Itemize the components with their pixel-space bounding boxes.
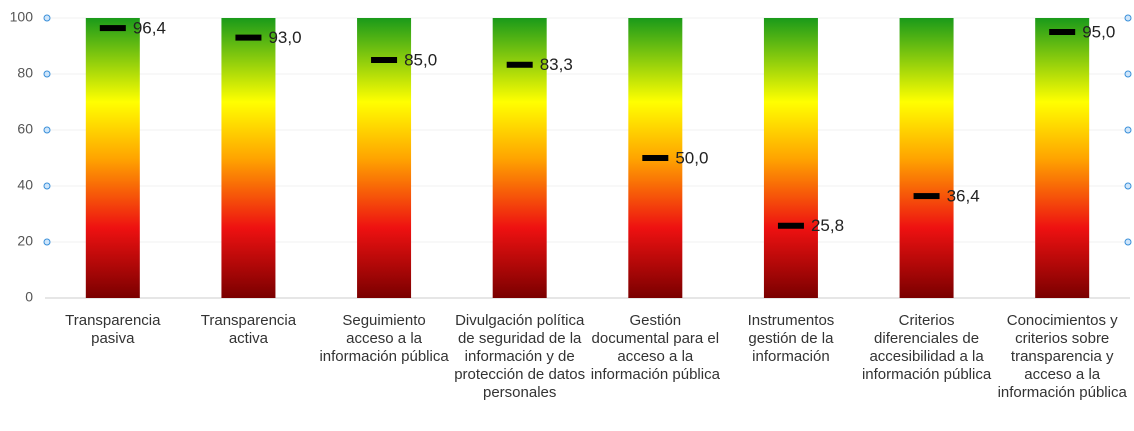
x-tick-label: Transparencia activa bbox=[200, 312, 297, 347]
y-tick-label: 80 bbox=[17, 65, 33, 81]
scale-bar bbox=[1035, 18, 1090, 298]
axis-dot bbox=[1124, 182, 1132, 190]
axis-dot bbox=[1124, 238, 1132, 246]
value-marker bbox=[506, 61, 533, 68]
axis-dot bbox=[43, 70, 51, 78]
x-tick-label: Divulgación política de seguridad de la … bbox=[454, 312, 586, 401]
value-marker bbox=[642, 155, 669, 161]
scale-bar bbox=[221, 18, 276, 298]
value-label: 25,8 bbox=[811, 216, 844, 235]
axis-dot bbox=[43, 126, 51, 134]
y-tick-label: 40 bbox=[17, 177, 33, 193]
value-marker bbox=[235, 34, 262, 41]
axis-dot bbox=[1124, 70, 1132, 78]
x-tick-label: Conocimientos y criterios sobre transpar… bbox=[997, 312, 1127, 401]
axis-dot bbox=[43, 14, 51, 22]
value-label: 96,4 bbox=[133, 19, 166, 38]
axis-dot bbox=[1124, 126, 1132, 134]
value-marker bbox=[99, 25, 126, 32]
scale-bar bbox=[899, 18, 954, 298]
y-tick-label: 0 bbox=[25, 289, 33, 305]
value-marker bbox=[913, 193, 940, 200]
x-tick-label: Instrumentos gestión de la información bbox=[747, 312, 835, 365]
scale-bar bbox=[763, 18, 818, 298]
value-label: 95,0 bbox=[1082, 22, 1115, 41]
value-label: 50,0 bbox=[675, 148, 708, 167]
axis-dot bbox=[43, 238, 51, 246]
x-tick-label: Seguimiento acceso a la información públ… bbox=[319, 312, 449, 365]
axis-dot bbox=[1124, 14, 1132, 22]
scale-bar bbox=[357, 18, 412, 298]
x-tick-label: Gestión documental para el acceso a la i… bbox=[590, 312, 720, 383]
scale-bar bbox=[492, 18, 547, 298]
value-marker bbox=[1049, 29, 1076, 35]
y-tick-label: 20 bbox=[17, 233, 33, 249]
value-marker bbox=[371, 57, 398, 63]
x-tick-label: Transparencia pasiva bbox=[65, 312, 161, 347]
value-label: 83,3 bbox=[540, 55, 573, 74]
axis-dot bbox=[43, 182, 51, 190]
value-label: 85,0 bbox=[404, 50, 437, 69]
value-label: 36,4 bbox=[947, 187, 980, 206]
y-tick-label: 100 bbox=[10, 9, 34, 25]
value-marker bbox=[777, 222, 804, 229]
value-label: 93,0 bbox=[268, 28, 301, 47]
scale-bar bbox=[85, 18, 140, 298]
x-tick-label: Criterios diferenciales de accesibilidad… bbox=[861, 312, 992, 383]
y-tick-label: 60 bbox=[17, 121, 33, 137]
